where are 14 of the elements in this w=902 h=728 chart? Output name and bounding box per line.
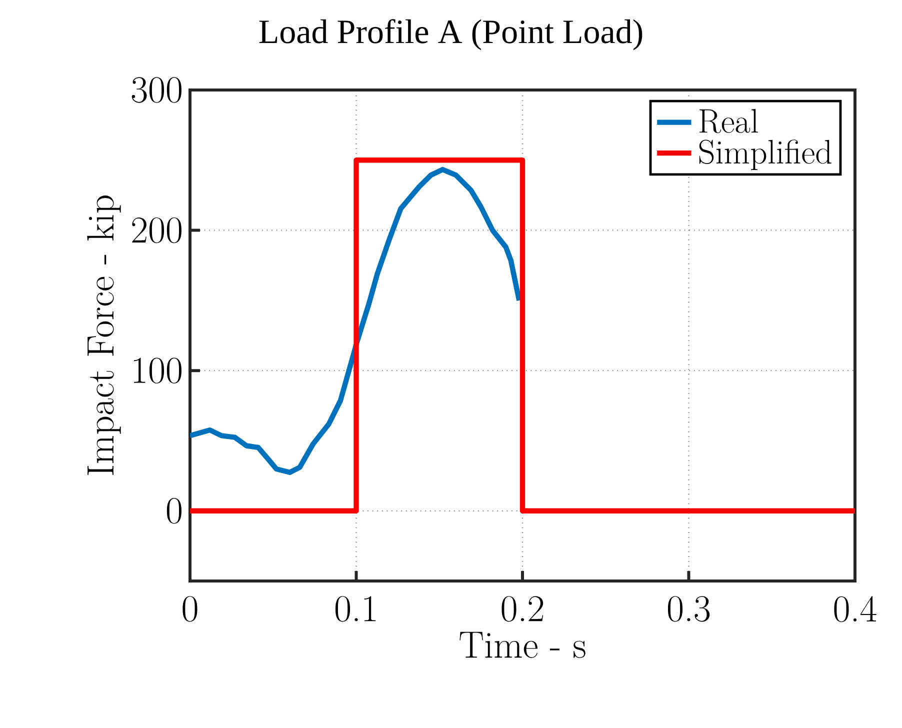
x-axis-title: Time - s [460,632,586,658]
legend-label: Simplified [699,140,832,170]
y-axis-title: Impact Force - kip [87,196,121,475]
x-tick-label: 0.4 [834,596,876,622]
chart-title: Load Profile A (Point Load) [259,19,642,50]
y-tick-label: 300 [132,77,182,103]
y-tick-label: 100 [134,358,182,384]
y-tick-label: 0 [166,498,182,524]
x-tick-label: 0.2 [502,596,544,622]
x-tick-label: 0.1 [336,596,376,622]
x-tick-label: 0 [182,596,198,622]
legend-label: Real [700,109,758,134]
y-tick-label: 200 [132,217,182,244]
x-tick-label: 0.3 [668,596,710,622]
